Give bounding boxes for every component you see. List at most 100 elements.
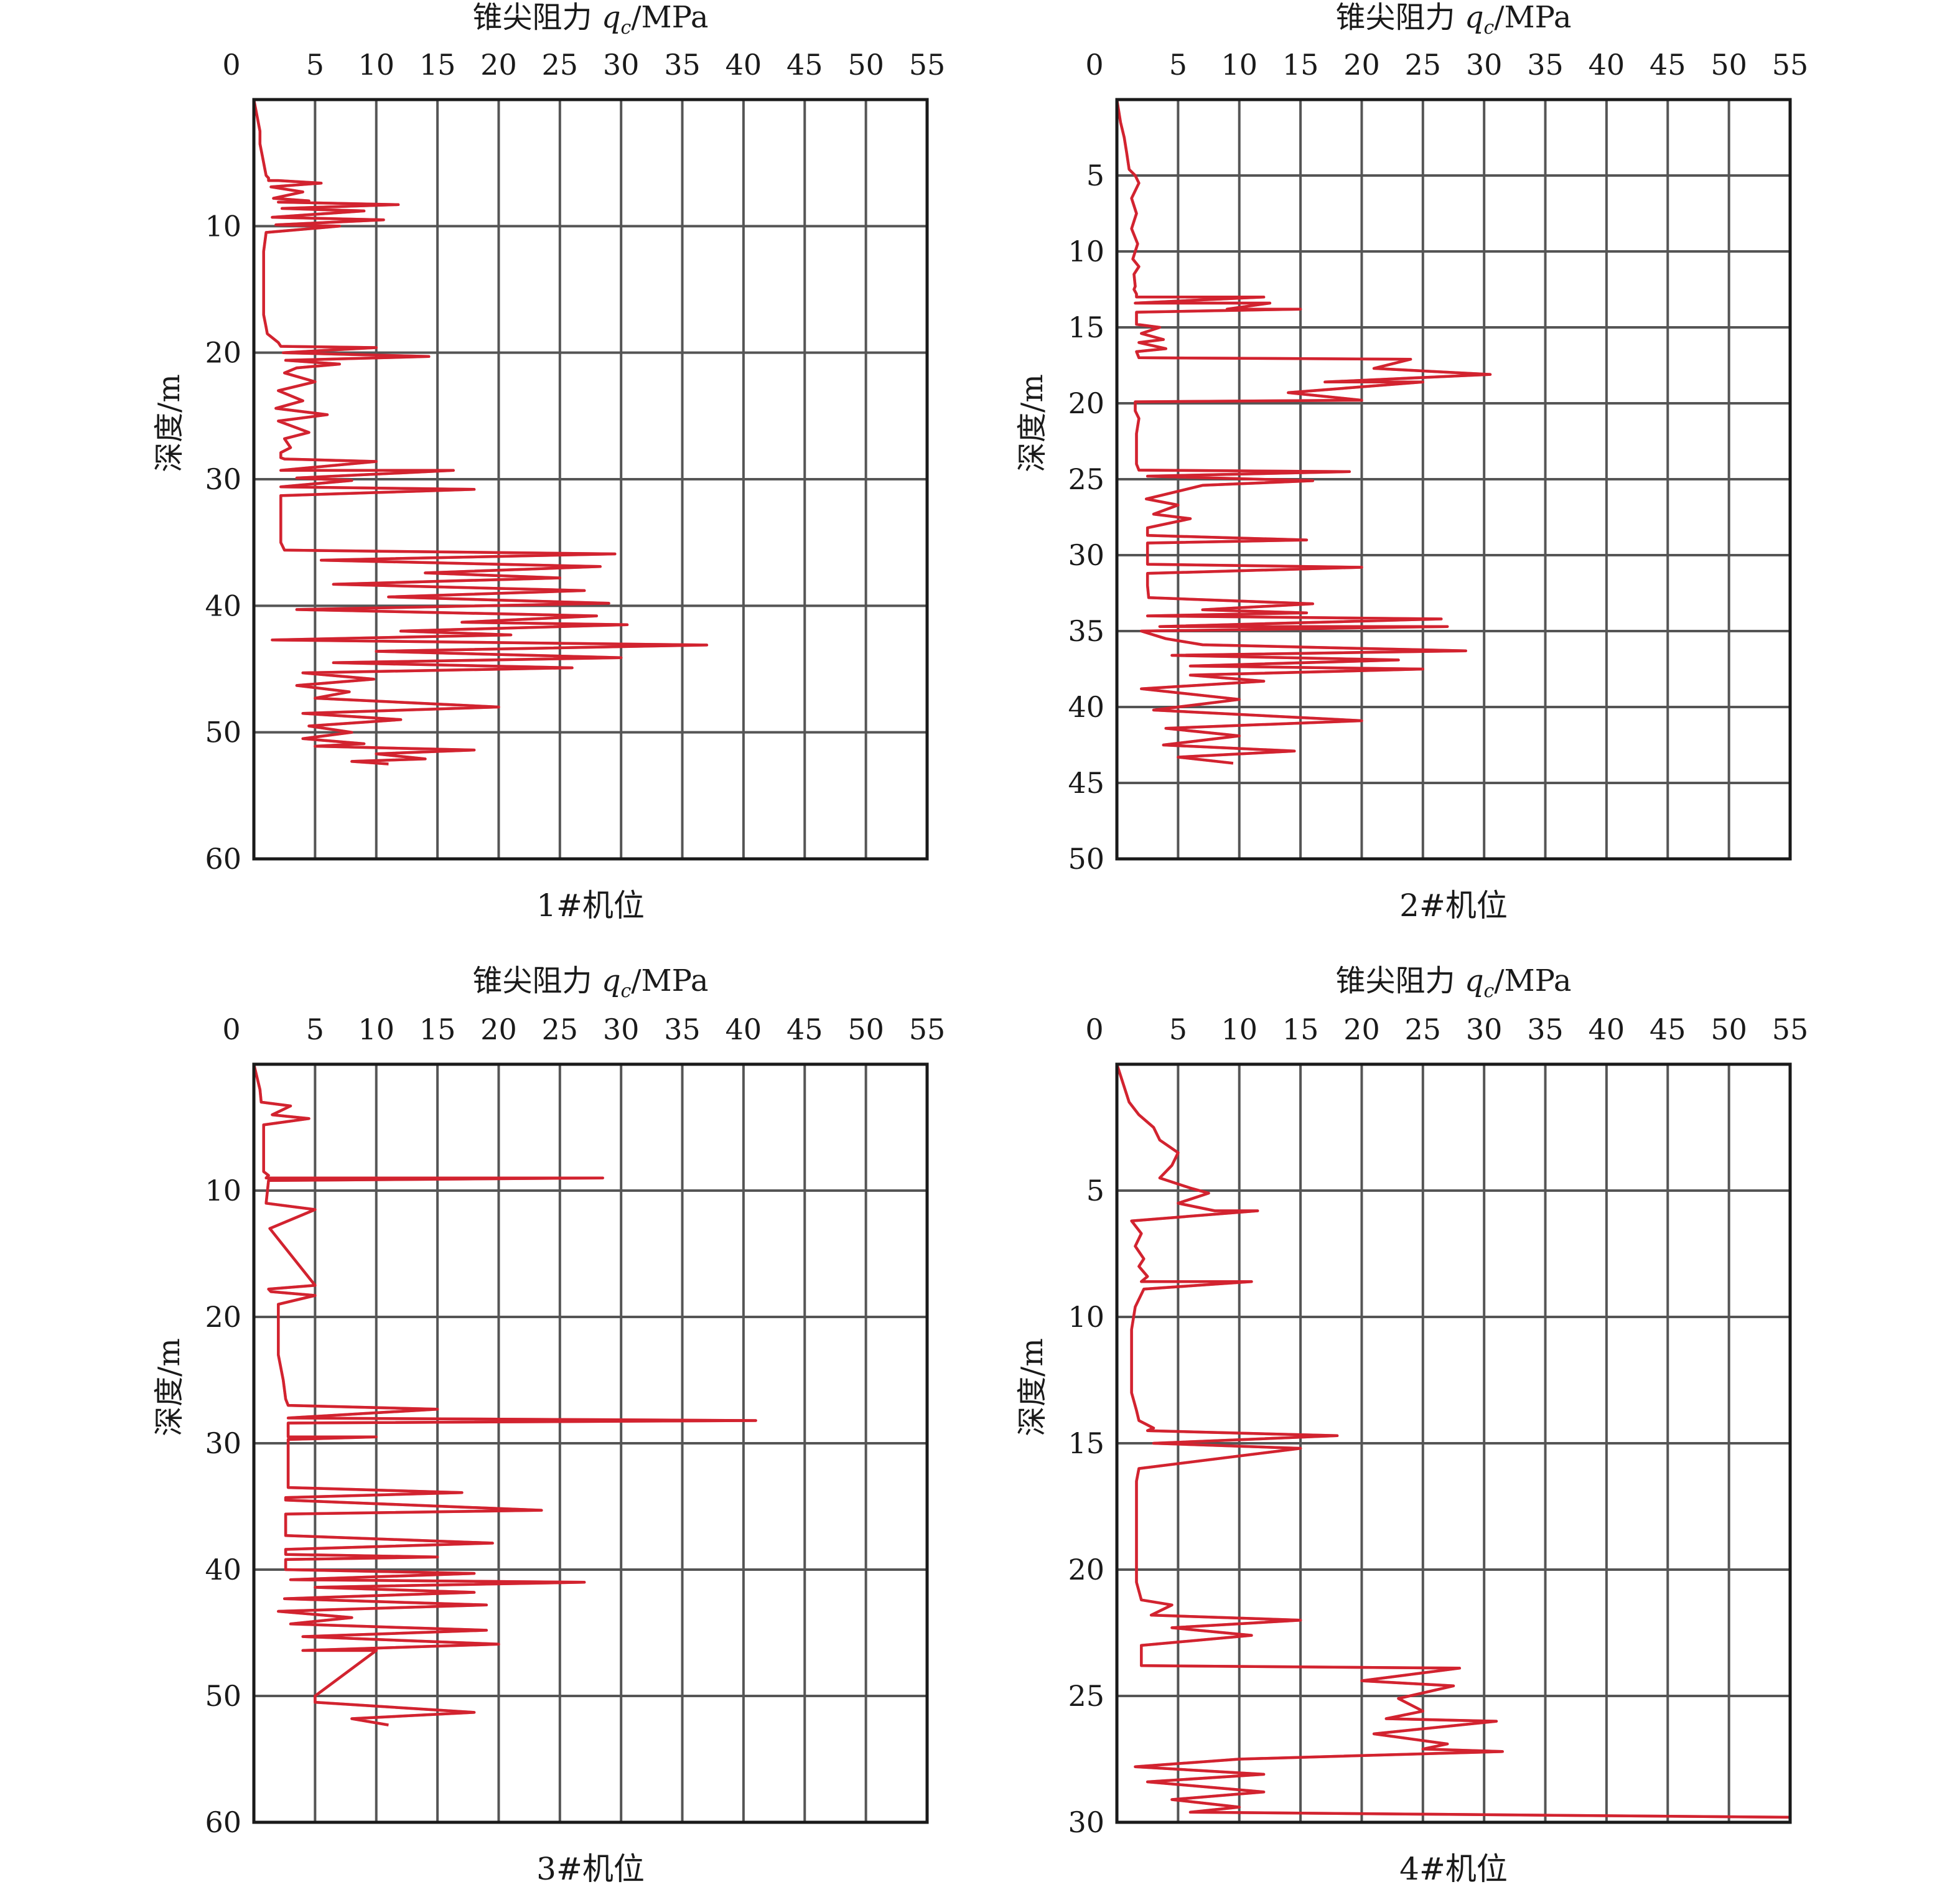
y-axis-title: 深度/m xyxy=(1015,1338,1050,1436)
y-tick-label: 20 xyxy=(205,336,241,370)
x-tick-label: 15 xyxy=(1282,1013,1319,1046)
x-axis-title: 锥尖阻力 qc/MPa xyxy=(1336,963,1572,1002)
x-axis-title-subscript: c xyxy=(1484,17,1495,39)
plot-frame xyxy=(1115,1062,1792,1824)
panel-1: 0 5 10 15 20 25 30 35 40 45 50 55 10 20 30 40 50 60 锥尖阻力 q… xyxy=(152,0,945,924)
x-tick-label: 20 xyxy=(1343,48,1380,82)
x-tick-label: 45 xyxy=(1650,48,1686,82)
x-tick-label: 45 xyxy=(1650,1013,1686,1046)
panel-caption: 4#机位 xyxy=(1399,1851,1508,1887)
x-tick-label: 50 xyxy=(1710,1013,1747,1046)
x-axis-title-prefix: 锥尖阻力 xyxy=(1336,0,1465,35)
x-tick-label: 5 xyxy=(1169,1013,1187,1046)
x-tick-label: 5 xyxy=(306,48,324,82)
panel-3: 0 5 10 15 20 25 30 35 40 45 50 55 10 20 30 40 50 60 锥尖阻力 q… xyxy=(152,963,945,1887)
x-axis-title-prefix: 锥尖阻力 xyxy=(473,963,602,998)
x-axis-title-symbol: q xyxy=(602,963,621,998)
x-axis-title-subscript: c xyxy=(621,17,632,39)
y-axis-title: 深度/m xyxy=(152,374,187,472)
x-tick-label: 10 xyxy=(358,48,394,82)
x-tick-label: 0 xyxy=(222,1013,240,1046)
qc-trace-line-shade xyxy=(252,99,709,766)
x-axis-title-unit: /MPa xyxy=(631,963,708,998)
x-tick-label: 10 xyxy=(358,1013,394,1046)
x-tick-label: 35 xyxy=(1527,48,1564,82)
x-tick-label: 20 xyxy=(480,1013,517,1046)
y-tick-label: 5 xyxy=(1086,1174,1104,1207)
x-axis-title-prefix: 锥尖阻力 xyxy=(1336,963,1465,998)
qc-trace-line xyxy=(252,99,709,766)
x-axis-title-unit: /MPa xyxy=(1494,963,1571,998)
y-tick-label: 30 xyxy=(205,1426,241,1460)
x-tick-label: 25 xyxy=(542,1013,579,1046)
x-tick-label: 40 xyxy=(1589,1013,1625,1046)
x-axis-title: 锥尖阻力 qc/MPa xyxy=(473,963,709,1002)
x-tick-label: 50 xyxy=(847,1013,884,1046)
x-axis-title-subscript: c xyxy=(1484,980,1495,1002)
x-axis-title-symbol: q xyxy=(1465,0,1484,35)
y-tick-label: 50 xyxy=(205,1679,241,1713)
x-tick-label: 30 xyxy=(603,48,640,82)
y-tick-label: 30 xyxy=(1068,538,1104,572)
x-axis-title-unit: /MPa xyxy=(631,0,708,35)
x-tick-label: 15 xyxy=(419,1013,456,1046)
x-tick-label: 0 xyxy=(222,48,240,82)
plot-frame xyxy=(252,98,929,861)
y-tick-label: 10 xyxy=(205,1174,241,1207)
x-tick-label: 40 xyxy=(726,1013,762,1046)
y-tick-label: 40 xyxy=(205,589,241,622)
y-tick-label: 15 xyxy=(1068,311,1104,344)
y-tick-label: 20 xyxy=(1068,1553,1104,1586)
y-tick-label: 10 xyxy=(1068,1300,1104,1334)
y-tick-label: 40 xyxy=(205,1553,241,1586)
x-axis-title: 锥尖阻力 qc/MPa xyxy=(473,0,709,39)
x-tick-label: 5 xyxy=(306,1013,324,1046)
x-axis-title-prefix: 锥尖阻力 xyxy=(473,0,602,35)
x-tick-label: 30 xyxy=(603,1013,640,1046)
y-tick-label: 30 xyxy=(205,462,241,496)
x-tick-label: 35 xyxy=(1527,1013,1564,1046)
x-axis-title: 锥尖阻力 qc/MPa xyxy=(1336,0,1572,39)
x-tick-label: 35 xyxy=(664,1013,701,1046)
x-tick-label: 20 xyxy=(480,48,517,82)
y-tick-label: 25 xyxy=(1068,462,1104,496)
panel-2: 0 5 10 15 20 25 30 35 40 45 50 55510152025303540455… xyxy=(1015,0,1808,924)
x-tick-label: 55 xyxy=(1772,48,1809,82)
x-tick-label: 20 xyxy=(1343,1013,1380,1046)
x-axis-title-symbol: q xyxy=(1465,963,1484,998)
x-tick-label: 5 xyxy=(1169,48,1187,82)
y-tick-label: 60 xyxy=(205,842,241,876)
y-axis-title: 深度/m xyxy=(152,1338,187,1436)
x-tick-label: 15 xyxy=(419,48,456,82)
panel-caption: 2#机位 xyxy=(1399,887,1508,924)
y-tick-label: 10 xyxy=(1068,235,1104,268)
x-axis-title-subscript: c xyxy=(621,980,632,1002)
x-axis-title-unit: /MPa xyxy=(1494,0,1571,35)
x-tick-label: 55 xyxy=(1772,1013,1809,1046)
x-tick-label: 10 xyxy=(1221,1013,1258,1046)
y-axis-title: 深度/m xyxy=(1015,374,1050,472)
x-tick-label: 35 xyxy=(664,48,701,82)
x-tick-label: 25 xyxy=(1405,48,1442,82)
x-tick-label: 50 xyxy=(847,48,884,82)
qc-trace-line-shade xyxy=(1115,99,1492,765)
x-tick-label: 0 xyxy=(1085,1013,1103,1046)
y-tick-label: 35 xyxy=(1068,614,1104,648)
y-tick-label: 25 xyxy=(1068,1679,1104,1713)
x-tick-label: 30 xyxy=(1466,1013,1503,1046)
x-tick-label: 30 xyxy=(1466,48,1503,82)
y-tick-label: 50 xyxy=(1068,842,1104,876)
x-tick-label: 15 xyxy=(1282,48,1319,82)
y-tick-label: 15 xyxy=(1068,1426,1104,1460)
plot-frame xyxy=(1115,98,1792,861)
x-tick-label: 45 xyxy=(786,1013,823,1046)
y-tick-label: 20 xyxy=(205,1300,241,1334)
x-tick-label: 25 xyxy=(1405,1013,1442,1046)
y-tick-label: 50 xyxy=(205,716,241,749)
x-tick-label: 25 xyxy=(542,48,579,82)
x-tick-label: 45 xyxy=(786,48,823,82)
y-tick-label: 60 xyxy=(205,1805,241,1839)
y-tick-label: 45 xyxy=(1068,766,1104,800)
y-tick-label: 30 xyxy=(1068,1805,1104,1839)
